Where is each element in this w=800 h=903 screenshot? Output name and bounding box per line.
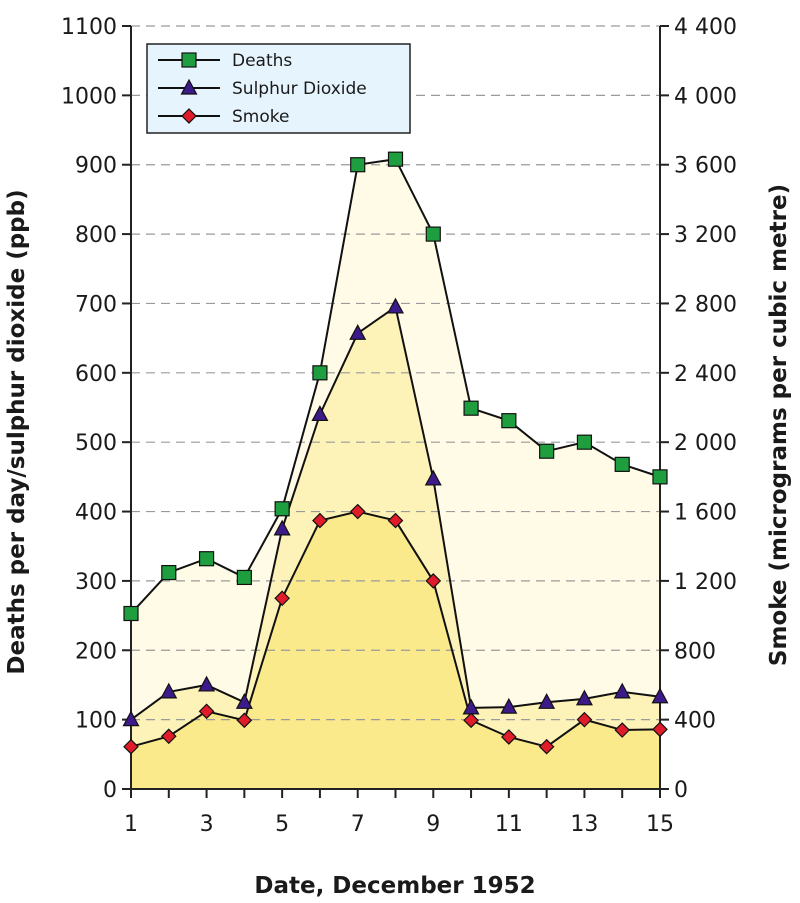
marker-smoke <box>274 590 290 607</box>
gridlines <box>131 25 660 721</box>
marker-sulphur-dioxide <box>235 693 253 709</box>
left-tick-label: 200 <box>75 639 117 664</box>
marker-smoke <box>123 738 139 755</box>
x-axis-ticks: 1 3 5 7 9 11 13 15 <box>124 789 674 837</box>
marker-deaths <box>387 151 404 167</box>
marker-smoke <box>463 712 479 729</box>
x-tick-label: 5 <box>275 812 289 837</box>
left-tick-label: 400 <box>75 501 117 526</box>
marker-smoke <box>387 512 404 529</box>
left-tick-label: 300 <box>75 570 117 595</box>
right-tick-label: 2 000 <box>674 431 737 456</box>
marker-sulphur-dioxide <box>122 710 140 727</box>
x-tick-label: 7 <box>351 812 365 837</box>
x-tick-label: 1 <box>124 812 138 837</box>
marker-sulphur-dioxide <box>386 297 405 314</box>
legend-label: Smoke <box>232 107 289 127</box>
marker-deaths <box>614 456 630 472</box>
right-tick-label: 1 200 <box>674 570 737 595</box>
marker-sulphur-dioxide <box>651 687 669 704</box>
marker-smoke <box>538 738 555 755</box>
x-tick-label: 11 <box>495 812 523 837</box>
marker-deaths <box>236 569 252 586</box>
marker-smoke <box>349 503 366 520</box>
marker-smoke <box>198 703 215 720</box>
x-tick-label: 9 <box>426 812 440 837</box>
marker-deaths <box>350 157 366 173</box>
marker-deaths <box>312 365 328 381</box>
marker-sulphur-dioxide <box>424 469 442 486</box>
left-tick-label: 1000 <box>61 84 117 109</box>
legend: Deaths Sulphur Dioxide Smoke <box>146 43 411 134</box>
x-tick-label: 3 <box>200 812 214 837</box>
marker-sulphur-dioxide <box>613 682 631 699</box>
marker-deaths <box>198 551 215 567</box>
x-tick-label: 15 <box>646 812 674 837</box>
marker-deaths <box>123 605 139 622</box>
marker-smoke <box>236 712 253 729</box>
marker-deaths <box>463 400 479 416</box>
series-markers <box>122 151 669 755</box>
marker-deaths <box>274 501 290 517</box>
left-tick-label: 900 <box>75 154 117 179</box>
marker-sulphur-dioxide <box>575 689 593 706</box>
right-tick-label: 4 400 <box>674 15 737 40</box>
right-tick-label: 0 <box>674 778 688 803</box>
right-axis-title: Smoke (micrograms per cubic metre) <box>766 184 792 666</box>
left-tick-label: 700 <box>75 292 117 317</box>
marker-smoke <box>160 728 177 745</box>
marker-sulphur-dioxide <box>538 693 556 709</box>
marker-sulphur-dioxide <box>273 519 291 536</box>
x-tick-label: 13 <box>570 812 598 837</box>
legend-marker-smoke <box>181 108 197 124</box>
marker-sulphur-dioxide <box>500 697 518 714</box>
marker-deaths <box>539 443 555 459</box>
marker-sulphur-dioxide <box>160 682 178 699</box>
area-fills <box>131 159 660 790</box>
marker-deaths <box>652 469 668 485</box>
marker-smoke <box>312 512 328 529</box>
left-tick-label: 600 <box>75 362 117 387</box>
right-tick-label: 3 200 <box>674 223 737 248</box>
marker-sulphur-dioxide <box>311 405 329 422</box>
marker-sulphur-dioxide <box>198 675 216 692</box>
legend-marker-sulphur-dioxide <box>180 78 198 95</box>
right-tick-label: 3 600 <box>674 154 737 179</box>
left-tick-label: 0 <box>103 778 117 803</box>
marker-smoke <box>576 711 593 728</box>
marker-smoke <box>501 729 517 745</box>
left-tick-label: 800 <box>75 223 117 248</box>
left-tick-label: 500 <box>75 431 117 456</box>
marker-smoke <box>614 722 631 738</box>
marker-deaths <box>576 434 593 450</box>
legend-label: Deaths <box>232 51 292 71</box>
marker-smoke <box>652 721 668 738</box>
marker-sulphur-dioxide <box>462 698 480 715</box>
left-axis-ticks: 0 100 200 300 400 500 600 700 800 900 1000 1100 <box>61 15 131 803</box>
right-tick-label: 2 800 <box>674 292 737 317</box>
marker-deaths <box>501 413 517 429</box>
legend-label: Sulphur Dioxide <box>232 79 367 99</box>
right-axis-ticks: 0 400 800 1 200 1 600 2 000 2 400 2 800 3 200 3 6… <box>660 15 737 803</box>
right-tick-label: 4 000 <box>674 84 737 109</box>
area-fill-smoke <box>131 511 660 789</box>
left-tick-label: 1100 <box>61 15 117 40</box>
legend-marker-deaths <box>181 52 197 68</box>
x-axis-title: Date, December 1952 <box>254 873 535 899</box>
right-tick-label: 400 <box>674 709 716 734</box>
right-tick-label: 1 600 <box>674 501 737 526</box>
left-axis-title: Deaths per day/sulphur dioxide (ppb) <box>4 189 30 674</box>
left-tick-label: 100 <box>75 709 117 734</box>
marker-sulphur-dioxide <box>349 324 367 340</box>
marker-deaths <box>161 564 177 581</box>
right-tick-label: 800 <box>674 639 716 664</box>
marker-smoke <box>425 573 442 589</box>
right-tick-label: 2 400 <box>674 362 737 387</box>
marker-deaths <box>425 226 441 242</box>
